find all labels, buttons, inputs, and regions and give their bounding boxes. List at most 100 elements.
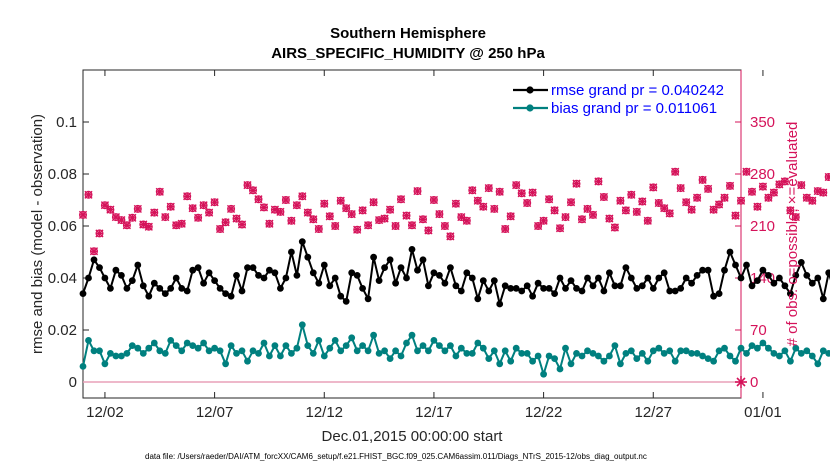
y-axis-ticks: 0 0.02 0.04 0.06 0.08 0.1 [48,114,89,391]
rmse-point [150,279,158,287]
obs-evaluated-point [226,204,236,214]
bias-point [600,357,608,365]
bias-point [134,344,142,352]
bias-point [671,357,679,365]
rmse-point [326,282,334,290]
rmse-point [710,292,717,300]
bias-point [819,347,827,355]
bias-point [101,360,109,368]
bias-point [112,352,120,360]
bias-point [419,342,427,349]
bias-point [441,347,449,355]
bias-point [227,342,235,349]
bias-point [331,337,339,344]
bias-point [172,342,180,349]
rmse-point [512,285,520,292]
y-tick-label: 0.02 [48,322,77,339]
bias-point [233,350,240,357]
rmse-point [370,253,377,261]
obs-evaluated-point [407,221,417,230]
rmse-point [304,253,312,261]
rmse-point [452,282,460,290]
rmse-point [227,292,235,300]
rmse-point [222,290,230,297]
rmse-point [721,266,728,274]
rmse-point [600,287,608,295]
bias-point [726,352,734,360]
rmse-point [364,295,372,303]
bias-point [244,357,251,365]
bias-point [337,347,345,355]
obs-evaluated-point [649,183,658,192]
obs-evaluated-point [605,214,614,223]
rmse-point [617,282,624,290]
rmse-point [633,285,641,292]
bias-point [704,355,712,362]
bias-point [490,347,498,355]
rmse-point [737,274,745,282]
x-tick-label: 12/22 [525,404,563,421]
bias-point [370,331,377,339]
obs-evaluated-point [325,212,334,221]
bias-point [238,347,246,355]
bias-point [189,342,197,349]
legend-label-bias: bias grand pr = 0.011061 [551,100,717,117]
obs-evaluated-point [588,210,598,219]
rmse-point [408,246,416,253]
rmse-point [249,264,257,271]
legend-marker-rmse [526,86,534,94]
rmse-point [392,279,399,287]
obs-evaluated-point [797,181,806,190]
bias-point [403,339,410,347]
bias-point [397,352,405,360]
x-tick-label: 01/01 [744,404,782,421]
bias-point [666,347,674,355]
bias-point [649,347,657,355]
bias-point [814,360,822,368]
rmse-point [260,274,268,282]
legend: rmse grand pr = 0.040242 bias grand pr =… [508,76,736,117]
rmse-point [699,266,706,274]
bias-point [496,360,504,368]
bias-series [79,321,830,378]
bias-point [414,347,421,355]
obs-evaluated-point [314,224,323,234]
obs-evaluated-point [237,220,247,229]
bias-point [573,350,580,357]
rmse-point [770,279,778,287]
rmse-point [189,266,197,274]
bias-point [139,350,147,357]
obs-evaluated-point [385,205,395,214]
bias-point [792,344,800,352]
obs-evaluated-point [490,204,499,214]
bias-point [595,352,602,360]
legend-box [508,76,736,116]
bias-point [748,342,756,349]
obs-evaluated-point [254,195,263,204]
bias-point [529,357,536,365]
bias-point [90,347,98,355]
rmse-point [430,269,438,277]
obs-evaluated-point [150,208,159,217]
y-tick-label: 0.08 [48,166,77,183]
bias-point [183,339,191,347]
bias-point [205,347,213,355]
obs-evaluated-point [621,206,630,215]
obs-evaluated-point [555,224,565,233]
obs-evaluated-point [298,192,307,201]
y-right-tick-label: 0 [750,374,758,391]
obs-evaluated-point [577,215,587,224]
obs-evaluated-point [769,188,778,197]
obs-evaluated-point [572,179,581,188]
bias-point [161,350,169,357]
obs-evaluated-point [133,204,142,214]
rmse-point [271,269,279,277]
rmse-point [693,272,701,279]
bias-point [638,350,646,357]
rmse-point [101,274,109,282]
rmse-point [194,264,202,271]
bias-point [611,342,619,349]
rmse-point [419,256,427,264]
rmse-point [781,282,789,290]
